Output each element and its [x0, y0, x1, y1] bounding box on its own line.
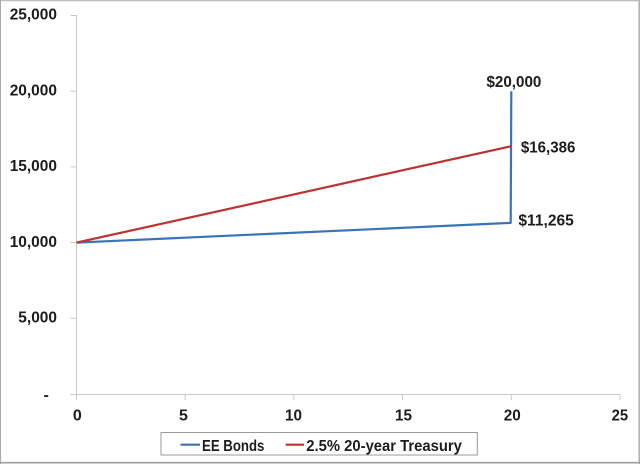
svg-text:EE Bonds: EE Bonds	[202, 438, 264, 455]
svg-text:$16,386: $16,386	[521, 139, 576, 156]
svg-text:10: 10	[285, 407, 302, 424]
svg-text:$20,000: $20,000	[486, 74, 541, 91]
svg-text:0: 0	[73, 407, 82, 424]
svg-text:25,000: 25,000	[10, 7, 57, 24]
svg-text:2.5% 20-year Treasury: 2.5% 20-year Treasury	[306, 438, 462, 455]
svg-text:25: 25	[612, 407, 629, 424]
svg-text:5,000: 5,000	[18, 310, 57, 327]
svg-text:$11,265: $11,265	[518, 212, 573, 229]
svg-text:5: 5	[179, 407, 188, 424]
svg-text:15,000: 15,000	[10, 158, 57, 175]
svg-text:20,000: 20,000	[10, 82, 57, 99]
svg-text:10,000: 10,000	[10, 234, 57, 251]
svg-text:15: 15	[395, 407, 412, 424]
svg-text:20: 20	[504, 407, 521, 424]
svg-text:-: -	[43, 387, 48, 404]
